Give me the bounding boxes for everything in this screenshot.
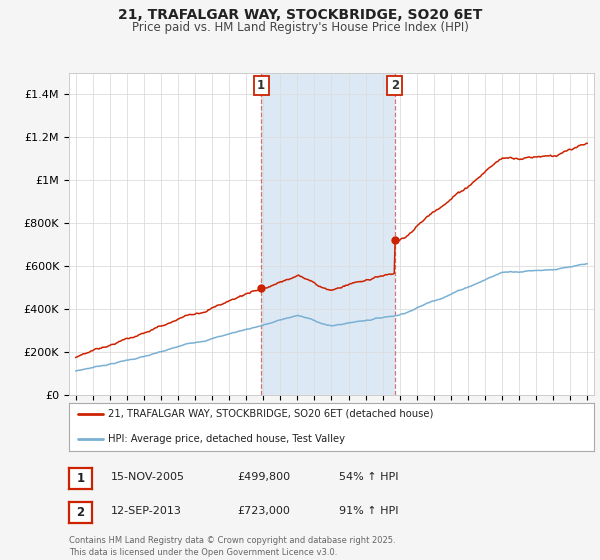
Text: 2: 2 [391,79,399,92]
Text: 91% ↑ HPI: 91% ↑ HPI [339,506,398,516]
Text: 1: 1 [76,472,85,486]
Text: Price paid vs. HM Land Registry's House Price Index (HPI): Price paid vs. HM Land Registry's House … [131,21,469,34]
Text: HPI: Average price, detached house, Test Valley: HPI: Average price, detached house, Test… [109,434,346,444]
Text: 15-NOV-2005: 15-NOV-2005 [111,472,185,482]
Text: £723,000: £723,000 [237,506,290,516]
Text: 21, TRAFALGAR WAY, STOCKBRIDGE, SO20 6ET (detached house): 21, TRAFALGAR WAY, STOCKBRIDGE, SO20 6ET… [109,409,434,419]
Text: 21, TRAFALGAR WAY, STOCKBRIDGE, SO20 6ET: 21, TRAFALGAR WAY, STOCKBRIDGE, SO20 6ET [118,8,482,22]
Bar [261,73,395,395]
Text: £499,800: £499,800 [237,472,290,482]
Text: 2: 2 [76,506,85,519]
Text: 1: 1 [257,79,265,92]
Text: Contains HM Land Registry data © Crown copyright and database right 2025.
This d: Contains HM Land Registry data © Crown c… [69,536,395,557]
Text: 12-SEP-2013: 12-SEP-2013 [111,506,182,516]
Text: 54% ↑ HPI: 54% ↑ HPI [339,472,398,482]
